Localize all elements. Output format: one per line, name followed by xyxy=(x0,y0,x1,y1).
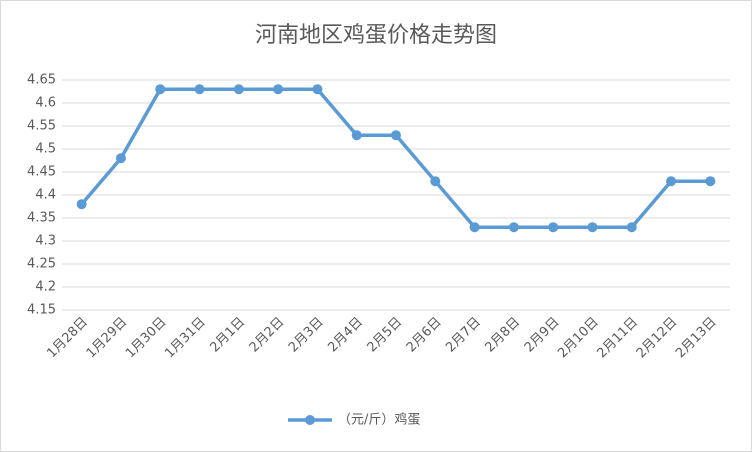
y-tick-label: 4.25 xyxy=(27,257,56,272)
legend-marker xyxy=(305,415,315,425)
y-tick-label: 4.15 xyxy=(27,303,56,318)
data-point xyxy=(430,176,441,187)
y-tick-label: 4.3 xyxy=(35,234,56,249)
y-tick-label: 4.45 xyxy=(27,165,56,180)
y-tick-label: 4.4 xyxy=(35,188,56,203)
y-tick-label: 4.35 xyxy=(27,211,56,226)
data-point xyxy=(273,84,284,95)
y-tick-label: 4.6 xyxy=(35,96,56,111)
chart-title: 河南地区鸡蛋价格走势图 xyxy=(255,23,497,48)
data-point xyxy=(587,222,598,233)
data-point xyxy=(391,130,401,141)
data-point xyxy=(626,222,637,233)
data-point xyxy=(115,153,126,164)
data-point xyxy=(666,176,677,187)
data-point xyxy=(233,84,244,95)
y-tick-label: 4.5 xyxy=(35,142,56,157)
data-point xyxy=(155,84,166,95)
data-point xyxy=(548,222,559,233)
y-tick-label: 4.55 xyxy=(27,119,56,134)
y-tick-label: 4.2 xyxy=(35,280,56,295)
data-point xyxy=(705,176,716,187)
data-point xyxy=(469,222,480,233)
data-point xyxy=(312,84,323,95)
data-point xyxy=(351,130,362,141)
data-point xyxy=(76,199,87,210)
data-point xyxy=(508,222,519,233)
y-tick-label: 4.65 xyxy=(27,73,56,88)
legend-label: （元/斤）鸡蛋 xyxy=(338,412,420,428)
data-point xyxy=(194,84,205,95)
